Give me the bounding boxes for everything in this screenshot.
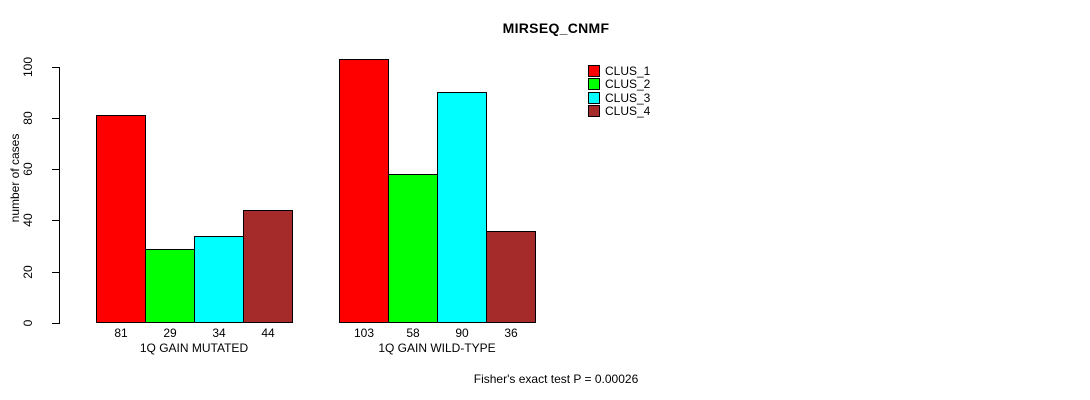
- y-axis-label: number of cases: [8, 133, 22, 223]
- legend-label: CLUS_4: [605, 104, 651, 118]
- bar-clus_3-group1: [194, 236, 244, 323]
- bar-clus_2-group1: [145, 249, 195, 323]
- bar-clus_2-group2: [388, 174, 438, 323]
- y-axis-tick: [52, 169, 59, 170]
- y-axis-tick-label: 60: [21, 162, 35, 176]
- y-axis-tick-label: 80: [21, 111, 35, 125]
- legend-swatch-icon: [588, 65, 600, 77]
- group-label-1q-gain-mutated: 1Q GAIN MUTATED: [139, 341, 249, 355]
- legend-label: CLUS_3: [605, 91, 651, 105]
- y-axis-tick: [52, 67, 59, 68]
- bar-clus_4-group2: [486, 231, 536, 323]
- legend-label: CLUS_1: [605, 64, 651, 78]
- fisher-test-annotation: Fisher's exact test P = 0.00026: [473, 372, 639, 386]
- chart-title: MIRSEQ_CNMF: [502, 20, 610, 36]
- y-axis-line: [59, 67, 60, 324]
- group-label-1q-gain-wild-type: 1Q GAIN WILD-TYPE: [378, 341, 496, 355]
- y-axis-tick-label: 100: [21, 56, 35, 78]
- bar-value-label: 81: [114, 326, 128, 340]
- legend-label: CLUS_2: [605, 77, 651, 91]
- bar-clus_4-group1: [243, 210, 293, 323]
- y-axis-tick: [52, 220, 59, 221]
- bar-value-label: 36: [504, 326, 518, 340]
- y-axis-tick: [52, 323, 59, 324]
- legend-swatch-icon: [588, 92, 600, 104]
- y-axis-tick: [52, 118, 59, 119]
- legend-swatch-icon: [588, 105, 600, 117]
- y-axis-tick-label: 0: [21, 319, 35, 327]
- legend: CLUS_1 CLUS_2 CLUS_3 CLUS_4: [588, 65, 708, 125]
- bar-value-label: 90: [455, 326, 469, 340]
- bar-value-label: 34: [212, 326, 226, 340]
- bar-clus_3-group2: [437, 92, 487, 323]
- bar-clus_1-group1: [96, 115, 146, 323]
- legend-swatch-icon: [588, 78, 600, 90]
- bar-value-label: 29: [163, 326, 177, 340]
- y-axis-tick-label: 40: [21, 213, 35, 227]
- y-axis-tick: [52, 272, 59, 273]
- bar-value-label: 58: [406, 326, 420, 340]
- bar-value-label: 44: [261, 326, 275, 340]
- y-axis-tick-label: 20: [21, 265, 35, 279]
- bar-value-label: 103: [353, 326, 375, 340]
- bar-clus_1-group2: [339, 59, 389, 323]
